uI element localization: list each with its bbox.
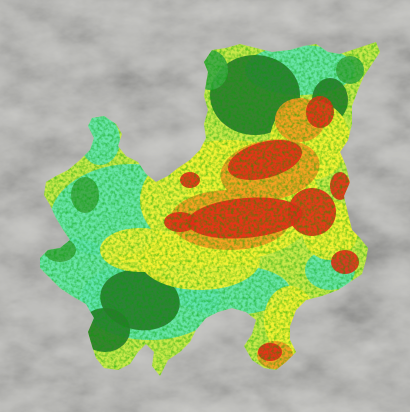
map-canvas[interactable] bbox=[0, 0, 410, 412]
map-svg bbox=[0, 0, 410, 412]
burn-severity-layer bbox=[40, 42, 380, 376]
